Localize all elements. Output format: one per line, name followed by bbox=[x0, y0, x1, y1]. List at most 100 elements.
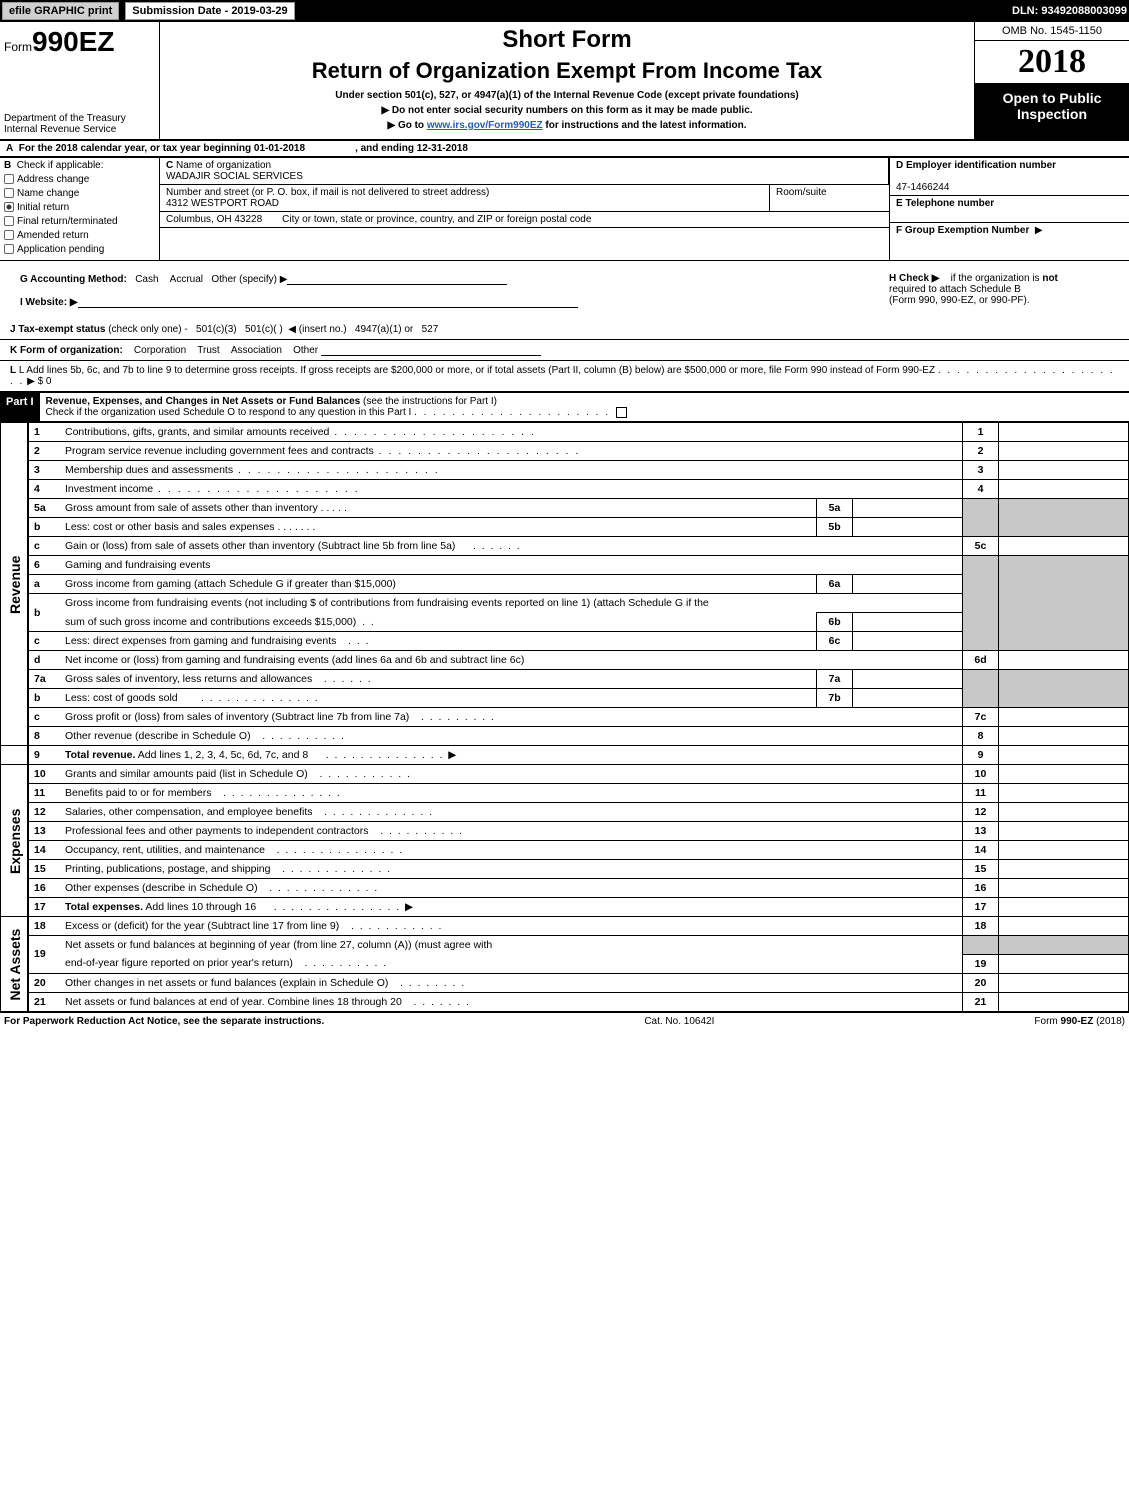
l16-desc: Other expenses (describe in Schedule O) … bbox=[60, 879, 963, 898]
l19-grey-amt bbox=[999, 936, 1129, 955]
checkbox-app-pending[interactable] bbox=[4, 244, 14, 254]
l20-amt[interactable] bbox=[999, 973, 1129, 992]
l17-ln: 17 bbox=[963, 898, 999, 917]
l10-num: 10 bbox=[28, 765, 60, 784]
l15-amt[interactable] bbox=[999, 860, 1129, 879]
g-other-input[interactable] bbox=[287, 273, 507, 285]
l2-ln: 2 bbox=[963, 442, 999, 461]
city-label: City or town, state or province, country… bbox=[282, 214, 591, 225]
j-527: 527 bbox=[422, 324, 439, 335]
l16-amt[interactable] bbox=[999, 879, 1129, 898]
l12-ln: 12 bbox=[963, 803, 999, 822]
l13-amt[interactable] bbox=[999, 822, 1129, 841]
website-input[interactable] bbox=[78, 296, 578, 308]
l9-amt[interactable] bbox=[999, 746, 1129, 765]
l7c-amt[interactable] bbox=[999, 708, 1129, 727]
l5b-desc: Less: cost or other basis and sales expe… bbox=[60, 518, 817, 537]
e-label: E Telephone number bbox=[896, 198, 994, 209]
l6b-num: b bbox=[28, 594, 60, 632]
l1-ln: 1 bbox=[963, 423, 999, 442]
check-if-applicable: B Check if applicable: Address change Na… bbox=[0, 158, 160, 260]
top-bar: efile GRAPHIC print Submission Date - 20… bbox=[0, 0, 1129, 22]
check-if-label: Check if applicable: bbox=[17, 160, 104, 171]
open-line1: Open to Public bbox=[977, 90, 1127, 106]
g-cash: Cash bbox=[135, 274, 158, 285]
l6-grey-amt bbox=[999, 556, 1129, 651]
l6a-mamt[interactable] bbox=[853, 575, 963, 594]
l11-amt[interactable] bbox=[999, 784, 1129, 803]
f-label: F Group Exemption Number bbox=[896, 225, 1029, 236]
form-word: Form bbox=[4, 40, 32, 54]
l6c-mn: 6c bbox=[817, 632, 853, 651]
l16-ln: 16 bbox=[963, 879, 999, 898]
l17-amt[interactable] bbox=[999, 898, 1129, 917]
l6b-mamt[interactable] bbox=[853, 613, 963, 632]
l19-desc2: end-of-year figure reported on prior yea… bbox=[60, 954, 963, 973]
l10-amt[interactable] bbox=[999, 765, 1129, 784]
l19-amt[interactable] bbox=[999, 954, 1129, 973]
l2-desc: Program service revenue including govern… bbox=[60, 442, 963, 461]
l2-amt[interactable] bbox=[999, 442, 1129, 461]
l5c-amt[interactable] bbox=[999, 537, 1129, 556]
l21-num: 21 bbox=[28, 992, 60, 1011]
checkbox-name-change[interactable] bbox=[4, 188, 14, 198]
l18-amt[interactable] bbox=[999, 917, 1129, 936]
l11-num: 11 bbox=[28, 784, 60, 803]
l5c-desc: Gain or (loss) from sale of assets other… bbox=[60, 537, 963, 556]
l7b-mamt[interactable] bbox=[853, 689, 963, 708]
l5b-mamt[interactable] bbox=[853, 518, 963, 537]
header-right: OMB No. 1545-1150 2018 Open to Public In… bbox=[974, 22, 1129, 139]
l1-amt[interactable] bbox=[999, 423, 1129, 442]
l15-desc: Printing, publications, postage, and shi… bbox=[60, 860, 963, 879]
k-other-input[interactable] bbox=[321, 344, 541, 356]
l5b-mn: 5b bbox=[817, 518, 853, 537]
warn2-pre: ▶ Go to bbox=[387, 120, 426, 131]
k-trust: Trust bbox=[197, 345, 219, 356]
l7a-mamt[interactable] bbox=[853, 670, 963, 689]
open-line2: Inspection bbox=[977, 106, 1127, 122]
irs-link[interactable]: www.irs.gov/Form990EZ bbox=[427, 120, 543, 131]
l7a-mn: 7a bbox=[817, 670, 853, 689]
l10-desc: Grants and similar amounts paid (list in… bbox=[60, 765, 963, 784]
dln-label: DLN: 93492088003099 bbox=[1012, 5, 1127, 17]
warn-goto: ▶ Go to www.irs.gov/Form990EZ for instru… bbox=[168, 120, 966, 131]
addr-box: Number and street (or P. O. box, if mail… bbox=[160, 185, 769, 211]
l5a-mamt[interactable] bbox=[853, 499, 963, 518]
l5ab-grey-amt bbox=[999, 499, 1129, 537]
l7b-num: b bbox=[28, 689, 60, 708]
l8-amt[interactable] bbox=[999, 727, 1129, 746]
l5a-desc: Gross amount from sale of assets other t… bbox=[60, 499, 817, 518]
l5a-mn: 5a bbox=[817, 499, 853, 518]
checkbox-final-return[interactable] bbox=[4, 216, 14, 226]
checkbox-part1-schedo[interactable] bbox=[616, 407, 627, 418]
l6c-desc: Less: direct expenses from gaming and fu… bbox=[60, 632, 817, 651]
checkbox-initial-return[interactable] bbox=[4, 202, 14, 212]
l14-desc: Occupancy, rent, utilities, and maintena… bbox=[60, 841, 963, 860]
part1-label: Part I bbox=[0, 393, 40, 421]
l8-ln: 8 bbox=[963, 727, 999, 746]
app-pending-label: Application pending bbox=[17, 244, 104, 255]
l12-num: 12 bbox=[28, 803, 60, 822]
l7a-num: 7a bbox=[28, 670, 60, 689]
l12-amt[interactable] bbox=[999, 803, 1129, 822]
l6d-amt[interactable] bbox=[999, 651, 1129, 670]
j-501c: 501(c)( ) bbox=[245, 324, 283, 335]
d-label: D Employer identification number bbox=[896, 160, 1056, 171]
initial-return-label: Initial return bbox=[17, 202, 69, 213]
header-mid: Short Form Return of Organization Exempt… bbox=[160, 22, 974, 139]
checkbox-address-change[interactable] bbox=[4, 174, 14, 184]
right-info-box: D Employer identification number 47-1466… bbox=[889, 158, 1129, 260]
warn-ssn: ▶ Do not enter social security numbers o… bbox=[168, 105, 966, 116]
checkbox-amended-return[interactable] bbox=[4, 230, 14, 240]
l4-amt[interactable] bbox=[999, 480, 1129, 499]
l3-num: 3 bbox=[28, 461, 60, 480]
amended-return-label: Amended return bbox=[17, 230, 89, 241]
l14-amt[interactable] bbox=[999, 841, 1129, 860]
final-return-label: Final return/terminated bbox=[17, 216, 118, 227]
l3-amt[interactable] bbox=[999, 461, 1129, 480]
l1-num: 1 bbox=[28, 423, 60, 442]
l21-amt[interactable] bbox=[999, 992, 1129, 1011]
efile-print-button[interactable]: efile GRAPHIC print bbox=[2, 2, 119, 20]
footer-mid: Cat. No. 10642I bbox=[644, 1016, 714, 1027]
l6c-mamt[interactable] bbox=[853, 632, 963, 651]
